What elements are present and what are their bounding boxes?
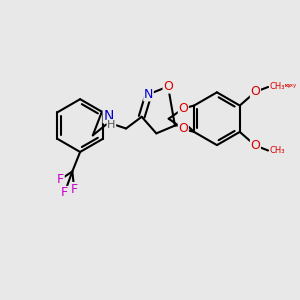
- Text: methoxy: methoxy: [269, 82, 291, 88]
- Text: F: F: [71, 183, 78, 196]
- Text: N: N: [103, 109, 114, 123]
- Text: CH₃: CH₃: [269, 82, 285, 91]
- Text: F: F: [61, 187, 68, 200]
- Text: O: O: [178, 102, 188, 115]
- Text: N: N: [144, 88, 153, 101]
- Text: F: F: [57, 173, 64, 186]
- Text: O: O: [250, 139, 260, 152]
- Text: O: O: [178, 122, 188, 136]
- Text: O: O: [250, 85, 260, 98]
- Text: methoxy: methoxy: [272, 83, 296, 88]
- Text: H: H: [107, 120, 116, 130]
- Text: CH₃: CH₃: [269, 146, 285, 155]
- Text: O: O: [163, 80, 173, 93]
